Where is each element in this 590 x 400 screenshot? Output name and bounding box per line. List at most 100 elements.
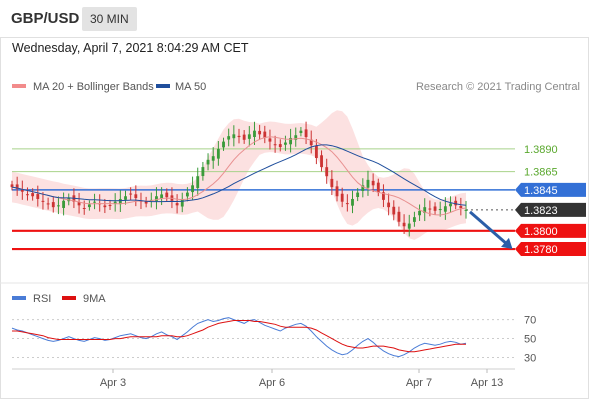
candle	[196, 167, 200, 196]
candle	[165, 188, 169, 201]
candle-body	[340, 193, 344, 202]
candle-body	[93, 201, 96, 203]
ma50-line	[11, 144, 467, 206]
candle-body	[51, 202, 55, 208]
candle-body	[361, 185, 365, 191]
candle-body	[165, 192, 169, 198]
candle	[314, 139, 318, 165]
candle-body	[232, 134, 236, 139]
candle-body	[216, 148, 220, 159]
candle	[191, 176, 194, 200]
candle	[222, 137, 225, 151]
forecast-arrow-head	[501, 237, 513, 249]
candle	[284, 135, 287, 151]
candle-body	[222, 141, 225, 148]
candle-body	[26, 194, 29, 196]
candle	[36, 185, 40, 207]
candle	[103, 198, 107, 214]
candle-body	[191, 185, 194, 193]
level-tag-bg	[515, 223, 586, 238]
candle-body	[253, 130, 256, 137]
candle	[258, 124, 262, 140]
candle-body	[160, 194, 164, 199]
rsi-grid: 70 50 30	[12, 315, 536, 365]
forecast-arrow	[469, 210, 513, 249]
candle-body	[423, 207, 427, 213]
candle	[449, 196, 452, 213]
candle-body	[438, 208, 442, 211]
chart-frame	[0, 37, 589, 399]
candle	[376, 178, 380, 197]
candle-body	[155, 196, 158, 202]
level-tag-bg	[515, 182, 586, 197]
candle	[345, 194, 349, 212]
candle-body	[118, 198, 122, 205]
level-tag-text: 1.3780	[524, 244, 558, 256]
candle-body	[387, 202, 391, 208]
candle-body	[211, 156, 215, 161]
candle-body	[325, 167, 329, 177]
candle-body	[36, 194, 40, 199]
candle	[438, 201, 442, 217]
level-tag-1.3780: 1.3780	[515, 242, 586, 257]
candle-body	[449, 203, 452, 207]
rsi-series	[11, 317, 467, 358]
candle	[402, 214, 406, 235]
level-tag-text: 1.3845	[524, 185, 558, 197]
candle	[340, 187, 344, 208]
candle	[129, 187, 133, 201]
moving-average-layer	[11, 136, 467, 216]
candle-body	[62, 200, 66, 208]
candle-body	[330, 178, 334, 188]
candle	[299, 127, 303, 137]
candle-body	[433, 206, 437, 211]
candle-body	[320, 155, 323, 168]
x-axis: Apr 3 Apr 6 Apr 7 Apr 13	[100, 369, 503, 389]
candle	[335, 180, 339, 202]
level-label-1.3890: 1.3890	[524, 144, 558, 156]
candlestick-series	[10, 121, 468, 237]
candle-body	[309, 139, 313, 146]
candle	[387, 193, 391, 216]
timeframe-button[interactable]: 30 MIN	[82, 7, 137, 31]
candle-body	[41, 200, 45, 202]
rsi-tick-70: 70	[524, 315, 536, 327]
candle	[459, 197, 463, 216]
candle	[247, 126, 251, 147]
legend-ma50-label: MA 50	[175, 81, 206, 93]
level-lines	[12, 148, 515, 251]
candle-body	[227, 136, 231, 140]
candle	[175, 194, 179, 214]
candle-body	[278, 144, 282, 148]
candle	[232, 125, 236, 147]
candle	[134, 185, 138, 207]
candle	[31, 188, 35, 201]
candle	[237, 128, 241, 144]
candle-body	[201, 167, 205, 177]
candle-body	[443, 206, 447, 212]
candle-body	[103, 205, 107, 208]
candle	[26, 187, 29, 201]
x-tick-label-Apr-3: Apr 3	[100, 377, 126, 389]
candle	[211, 147, 215, 169]
candle	[46, 197, 50, 210]
level-tag-text: 1.3800	[524, 226, 558, 238]
candle-body	[258, 130, 262, 135]
level-tag-1.3823: 1.3823	[515, 202, 586, 217]
candle	[382, 184, 385, 208]
candle	[144, 196, 148, 208]
candle-body	[124, 196, 127, 200]
candle-body	[175, 203, 179, 206]
candle	[464, 200, 468, 219]
candle	[206, 153, 210, 171]
candle-body	[314, 145, 318, 158]
candle	[77, 192, 81, 214]
candle-body	[289, 137, 293, 145]
candle-body	[108, 205, 112, 207]
candle	[356, 188, 360, 202]
candle-body	[284, 142, 287, 145]
candle-body	[15, 184, 19, 189]
level-tag-bg	[515, 202, 586, 217]
candle-body	[392, 206, 396, 215]
